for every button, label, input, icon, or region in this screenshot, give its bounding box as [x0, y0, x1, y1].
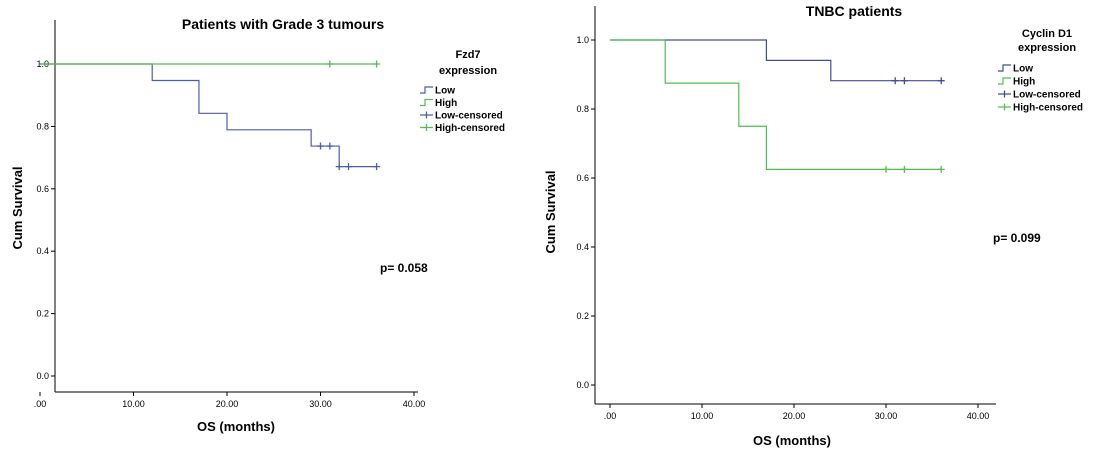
censor-mark-low: [345, 163, 353, 171]
censor-mark-high: [326, 60, 334, 68]
censor-mark-low: [335, 163, 343, 171]
legend-swatch: [998, 64, 1011, 72]
censor-mark-high: [937, 165, 945, 173]
censor-mark-low: [326, 142, 334, 150]
y-tick-label: 1.0: [576, 35, 589, 45]
censor-mark-low: [373, 163, 381, 171]
legend-label: High: [1013, 77, 1035, 88]
km-curve-high: [610, 39, 942, 170]
x-tick-label: 20.00: [216, 399, 239, 409]
censor-mark-low: [900, 77, 908, 85]
x-tick-label: 10.00: [691, 411, 714, 421]
chart-title: TNBC patients: [806, 3, 903, 19]
x-tick-label: 10.00: [122, 399, 145, 409]
x-tick-label: 40.00: [967, 411, 990, 421]
x-tick-label: .00: [604, 411, 617, 421]
km-curve-low: [610, 39, 942, 82]
legend-swatch: [420, 111, 433, 119]
legend-label: High: [435, 98, 457, 109]
censor-mark-low: [891, 77, 899, 85]
y-axis-title: Cum Survival: [10, 166, 25, 249]
km-chart-2: .00 10.00 20.00 30.00 40.00 0.0 0.2 0.4 0.6 0.8 1.…: [543, 3, 1083, 448]
y-tick-label: 0.4: [576, 242, 589, 252]
legend-title: expression: [1018, 42, 1076, 54]
chart-title: Patients with Grade 3 tumours: [182, 16, 384, 32]
legend-title: Cyclin D1: [1022, 28, 1072, 40]
x-tick-label: .00: [34, 399, 47, 409]
legend-swatch: [998, 77, 1011, 85]
p-value-label: p= 0.058: [380, 261, 428, 275]
y-tick-label: 0.8: [576, 104, 589, 114]
y-tick-label: 0.6: [36, 184, 49, 194]
y-axis-title: Cum Survival: [543, 170, 558, 253]
x-tick-label: 20.00: [783, 411, 806, 421]
y-tick-label: 0.4: [36, 246, 49, 256]
km-curve-low: [40, 63, 377, 168]
y-tick-label: 0.8: [36, 121, 49, 131]
y-tick-label: 0.0: [36, 371, 49, 381]
y-tick-label: 0.6: [576, 173, 589, 183]
legend-label: Low-censored: [435, 111, 503, 122]
censor-mark-low: [317, 142, 324, 150]
legend-title: Fzd7: [455, 49, 480, 61]
y-tick-label: 0.0: [576, 380, 589, 390]
censor-mark-low: [937, 77, 945, 85]
legend-swatch: [420, 98, 433, 107]
legend-label: Low-censored: [1013, 90, 1081, 101]
censor-mark-high: [373, 60, 381, 68]
censor-mark-high: [882, 165, 890, 173]
x-axis-title: OS (months): [197, 419, 275, 434]
legend-swatch: [420, 86, 433, 94]
y-tick-label: 0.2: [576, 311, 589, 321]
x-tick-label: 30.00: [875, 411, 898, 421]
legend-label: High-censored: [1013, 103, 1083, 114]
legend-title: expression: [439, 65, 497, 77]
y-tick-label: 0.2: [36, 309, 49, 319]
x-tick-label: 30.00: [309, 399, 332, 409]
p-value-label: p= 0.099: [993, 231, 1041, 245]
legend-swatch: [420, 124, 433, 131]
legend-label: Low: [435, 86, 455, 97]
x-tick-label: 40.00: [403, 399, 426, 409]
legend-label: Low: [1013, 64, 1033, 75]
legend-label: High-censored: [435, 123, 505, 134]
km-chart-1: .00 10.00 20.00 30.00 40.000.00.20.40.60.81.…: [10, 16, 505, 434]
censor-mark-high: [900, 165, 908, 173]
x-axis-title: OS (months): [753, 433, 831, 448]
legend-swatch: [998, 90, 1011, 98]
legend-swatch: [998, 103, 1011, 111]
